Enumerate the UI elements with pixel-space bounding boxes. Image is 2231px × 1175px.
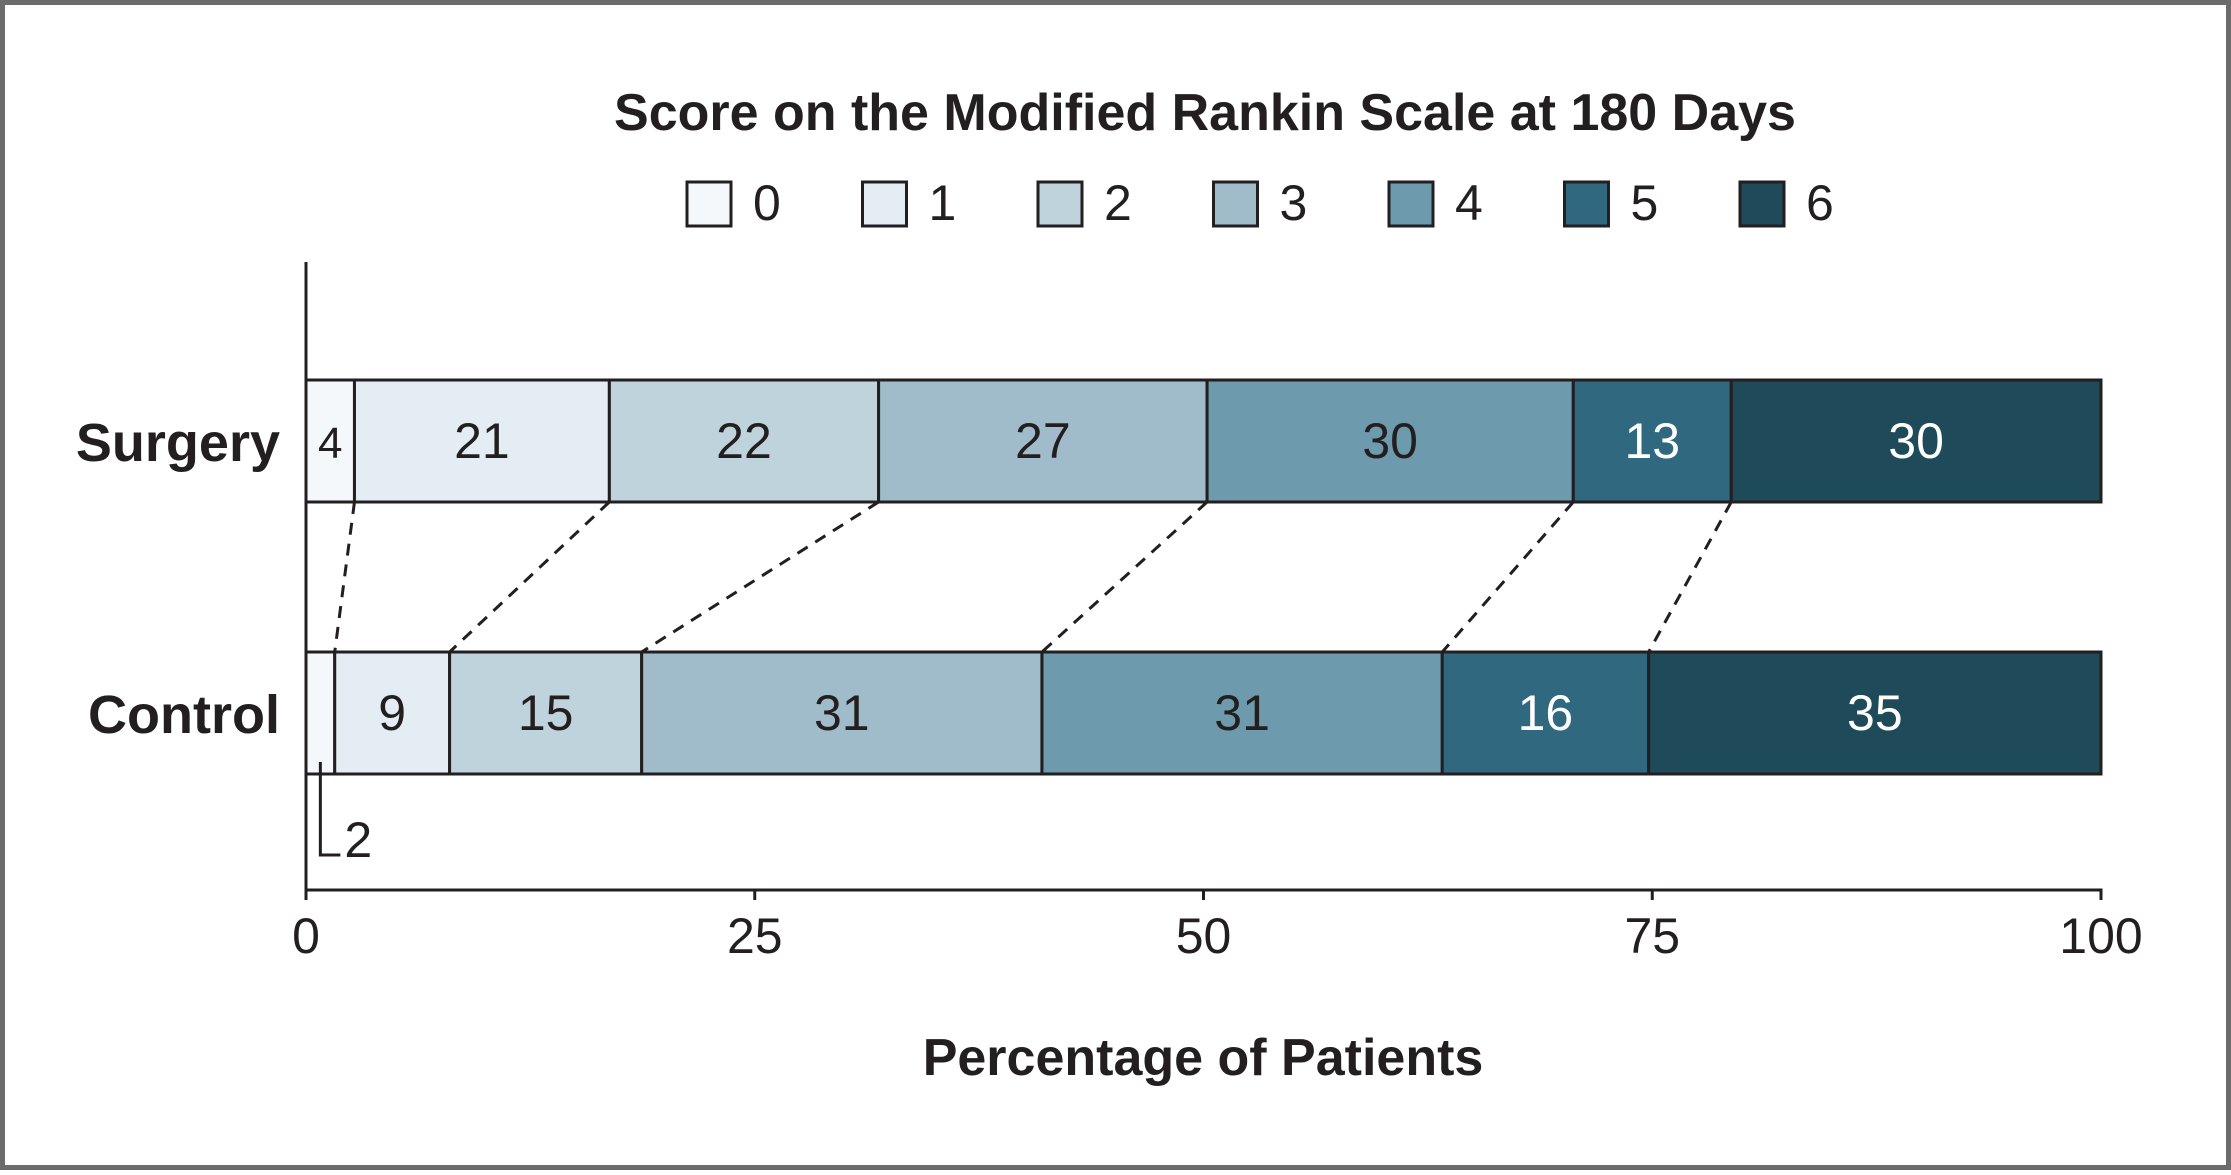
bar-segment-surgery-1	[352, 378, 611, 504]
connector-line-1	[333, 501, 356, 653]
legend-swatch-4	[1387, 180, 1435, 228]
bar-label-control-5: 16	[1518, 685, 1574, 741]
bar-segment-control-1	[333, 650, 452, 776]
connector-line-3	[640, 500, 880, 654]
category-label-surgery: Surgery	[76, 413, 280, 473]
bar-segment-control-6	[1647, 650, 2103, 776]
category-label-control: Control	[88, 685, 280, 745]
bar-label-control-3: 31	[814, 685, 870, 741]
bar-segment-surgery-6	[1729, 378, 2103, 504]
chart-title: Score on the Modified Rankin Scale at 18…	[614, 84, 1796, 142]
legend-swatch-3	[1212, 180, 1259, 228]
legend-swatch-5	[1563, 180, 1610, 228]
bar-segment-surgery-4	[1205, 378, 1575, 504]
bar-label-control-2: 15	[518, 685, 574, 741]
legend-swatch-1	[861, 180, 908, 228]
bar-label-surgery-3: 27	[1015, 413, 1071, 469]
legend-label-5: 5	[1631, 175, 1659, 231]
bars: 4 21 22 27 30 13 30 Surgery 9 15 31 31 16 35 Control 2	[76, 378, 2103, 868]
connector-line-5	[1441, 501, 1575, 653]
bar-label-surgery-2: 22	[716, 413, 772, 469]
bar-label-surgery-4: 30	[1362, 413, 1418, 469]
legend-swatch-2	[1036, 180, 1084, 228]
legend-label-2: 2	[1104, 175, 1132, 231]
bar-row-control: 9 15 31 31 16 35 Control	[88, 650, 2103, 776]
connector-line-4	[1040, 500, 1209, 654]
bar-segment-control-2	[448, 650, 644, 776]
legend-label-1: 1	[929, 175, 957, 231]
stacked-bar-chart: Score on the Modified Rankin Scale at 18…	[76, 84, 2143, 1087]
bar-label-surgery-0: 4	[318, 419, 342, 468]
bar-segment-control-0	[304, 650, 337, 776]
bar-label-control-4: 31	[1214, 685, 1270, 741]
x-tick-label-75: 75	[1624, 908, 1680, 964]
callout-line	[318, 762, 341, 857]
axes: 0 25 50 75 100	[292, 262, 2143, 964]
bar-label-surgery-6: 30	[1888, 413, 1944, 469]
legend-label-4: 4	[1455, 175, 1483, 231]
legend-label-3: 3	[1280, 175, 1308, 231]
x-tick-label-0: 0	[292, 908, 320, 964]
x-tick-label-25: 25	[727, 908, 783, 964]
x-axis-label: Percentage of Patients	[923, 1029, 1484, 1087]
callout-label: 2	[344, 812, 372, 868]
bar-label-control-6: 35	[1847, 685, 1903, 741]
connector-lines	[333, 500, 1733, 654]
connector-line-2	[448, 500, 611, 654]
bar-row-surgery: 4 21 22 27 30 13 30 Surgery	[76, 378, 2103, 504]
bar-segment-surgery-5	[1571, 378, 1733, 504]
legend-label-0: 0	[753, 175, 781, 231]
bar-segment-control-5	[1440, 650, 1651, 776]
legend-swatch-6	[1738, 180, 1786, 228]
x-tick-label-100: 100	[2059, 908, 2142, 964]
bar-label-surgery-1: 21	[454, 413, 510, 469]
bar-segment-control-3	[640, 650, 1044, 776]
legend-label-6: 6	[1806, 175, 1834, 231]
bar-label-surgery-5: 13	[1624, 413, 1680, 469]
bar-label-control-1: 9	[378, 685, 406, 741]
legend-swatch-0	[685, 180, 733, 228]
legend: 0 1 2 3 4 5 6	[685, 175, 1834, 231]
connector-line-6	[1647, 501, 1733, 653]
x-tick-label-50: 50	[1176, 908, 1232, 964]
bar-segment-surgery-2	[607, 378, 881, 504]
